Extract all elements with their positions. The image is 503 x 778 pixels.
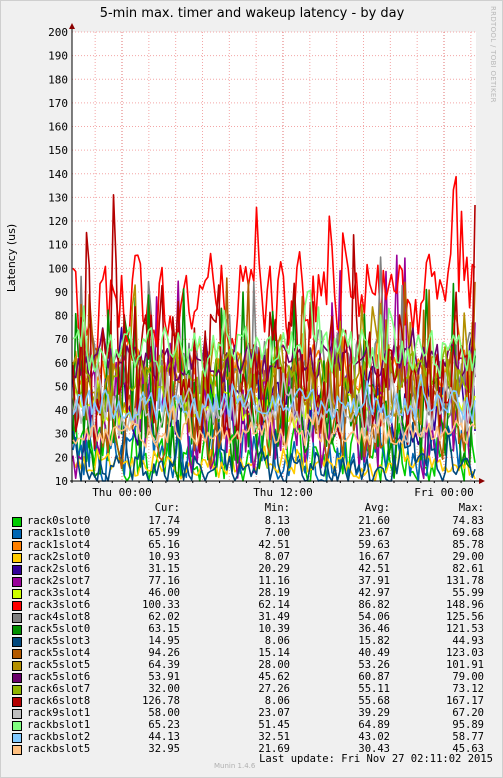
x-tick-label: Thu 12:00 xyxy=(253,486,313,499)
series-line-rackbslot5 xyxy=(72,405,476,450)
chart-title: 5-min max. timer and wakeup latency - by… xyxy=(100,6,405,21)
y-tick-label: 40 xyxy=(55,404,68,417)
y-axis-arrow xyxy=(69,23,75,29)
y-tick-label: 160 xyxy=(48,121,68,134)
y-tick-label: 60 xyxy=(55,357,68,370)
col-avg-header: Avg: xyxy=(364,502,390,514)
y-tick-label: 110 xyxy=(48,239,68,252)
y-tick-label: 90 xyxy=(55,286,68,299)
y-tick-label: 100 xyxy=(48,262,68,275)
y-tick-label: 30 xyxy=(55,428,68,441)
y-tick-label: 190 xyxy=(48,50,68,63)
y-tick-label: 200 xyxy=(48,26,68,39)
col-min-header: Min: xyxy=(264,502,290,514)
x-axis-arrow xyxy=(479,478,485,484)
y-tick-label: 80 xyxy=(55,310,68,323)
x-ticks: Thu 00:00 Thu 12:00 Fri 00:00 xyxy=(92,486,474,499)
col-max-header: Max: xyxy=(458,502,484,514)
y-tick-label: 20 xyxy=(55,451,68,464)
y-tick-label: 70 xyxy=(55,333,68,346)
series-layer xyxy=(72,175,476,482)
rrdtool-credit: RRDTOOL / TOBI OETIKER xyxy=(489,6,497,103)
y-tick-label: 170 xyxy=(48,97,68,110)
series-line-rack9slot1 xyxy=(72,365,476,444)
series-line-rackbslot2 xyxy=(72,373,476,424)
x-tick-label: Thu 00:00 xyxy=(92,486,152,499)
y-axis-label: Latency (us) xyxy=(5,224,18,292)
y-tick-label: 130 xyxy=(48,191,68,204)
munin-version: Munin 1.4.6 xyxy=(214,762,256,770)
y-tick-label: 10 xyxy=(55,475,68,488)
series-line-rackbslot1 xyxy=(72,289,476,378)
y-tick-label: 50 xyxy=(55,380,68,393)
y-tick-label: 150 xyxy=(48,144,68,157)
series-line-rack5slot3 xyxy=(72,419,476,482)
x-tick-label: Fri 00:00 xyxy=(414,486,474,499)
y-tick-label: 180 xyxy=(48,73,68,86)
y-tick-label: 140 xyxy=(48,168,68,181)
last-update: Last update: Fri Nov 27 02:11:02 2015 xyxy=(259,753,493,765)
y-ticks: 10 20 30 40 50 60 70 80 90 100 110 120 130 140 150 160 1… xyxy=(48,26,68,488)
y-tick-label: 120 xyxy=(48,215,68,228)
axes xyxy=(69,23,485,484)
col-cur-header: Cur: xyxy=(154,502,180,514)
